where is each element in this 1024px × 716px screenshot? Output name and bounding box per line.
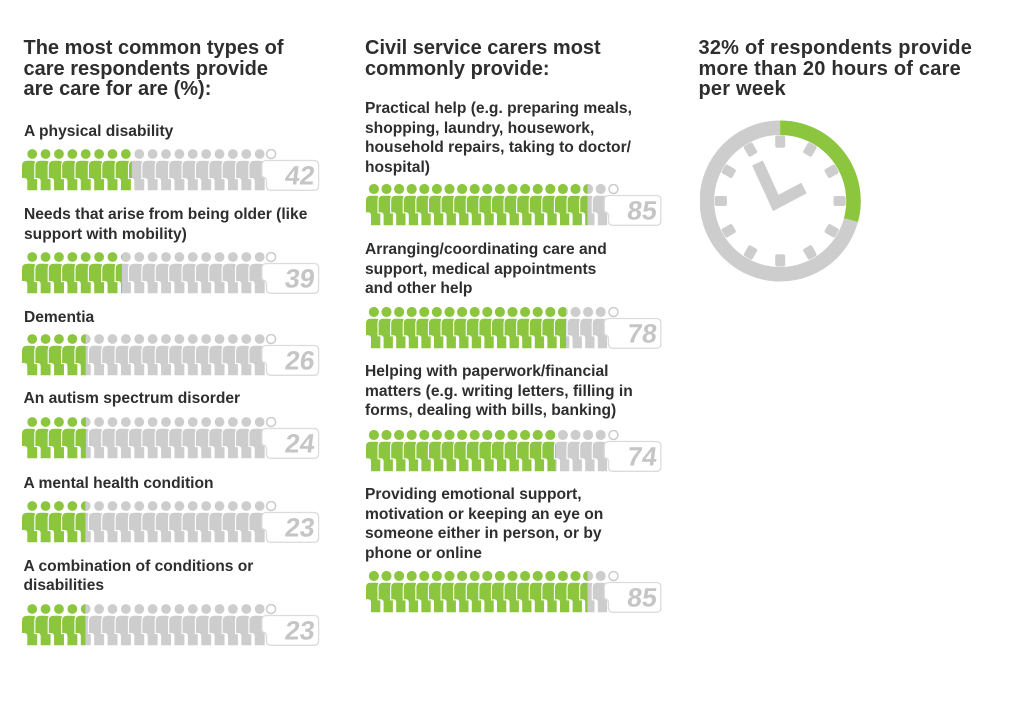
svg-text:23: 23 bbox=[283, 512, 316, 542]
svg-text:24: 24 bbox=[283, 429, 316, 459]
svg-text:78: 78 bbox=[626, 319, 659, 349]
svg-text:74: 74 bbox=[626, 442, 659, 472]
svg-text:26: 26 bbox=[283, 346, 316, 376]
svg-text:39: 39 bbox=[283, 264, 316, 294]
svg-text:85: 85 bbox=[626, 196, 659, 226]
svg-text:42: 42 bbox=[283, 161, 316, 191]
svg-text:23: 23 bbox=[283, 615, 316, 645]
svg-text:85: 85 bbox=[626, 583, 659, 613]
